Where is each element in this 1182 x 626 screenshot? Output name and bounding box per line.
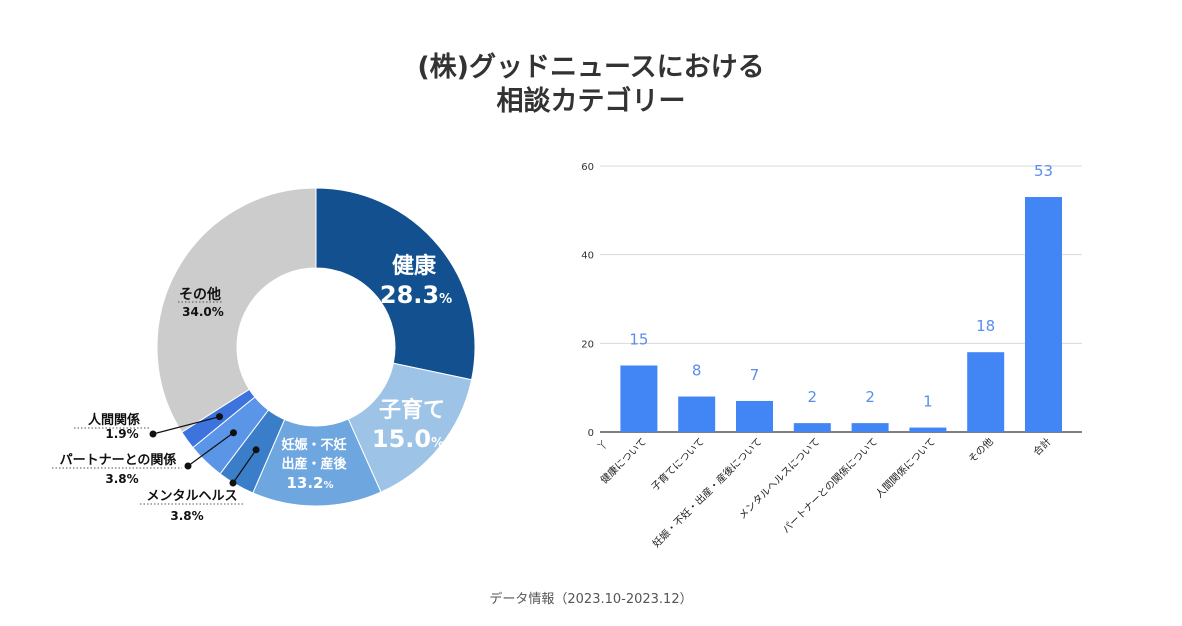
callout-dot-4	[184, 462, 192, 470]
donut-label-value-5: 1.9%	[105, 427, 138, 441]
donut-label-value-1: 15.0%	[372, 425, 444, 453]
donut-label-name-0: 健康	[392, 253, 437, 279]
donut-label-name-5: 人間関係	[88, 412, 140, 428]
donut-slice-0	[315, 187, 476, 381]
donut-label-name-3: メンタルヘルス	[146, 489, 237, 504]
bar-2	[736, 400, 773, 432]
chart-title-line-2: 相談カテゴリー	[496, 86, 686, 117]
callout-line-5	[152, 416, 220, 435]
donut-label-name-2b: 出産・産後	[281, 456, 347, 472]
bar-value-label-0: 15	[629, 331, 648, 349]
x-tick-label-1: 子育てについて	[648, 435, 706, 493]
data-period-note: データ情報（2023.10-2023.12）	[489, 592, 693, 607]
x-tick-label-6: その他	[965, 435, 995, 465]
callout-dot-5	[149, 430, 157, 438]
donut-label-name-6: その他	[179, 286, 221, 303]
donut-label-value-4: 3.8%	[105, 472, 138, 486]
x-tick-label-4: パートナーとの関係について	[780, 436, 880, 536]
bar-5	[909, 427, 947, 432]
donut-label-value-3: 3.8%	[170, 509, 203, 523]
bar-0	[620, 365, 658, 432]
bar-value-label-1: 8	[692, 362, 702, 380]
bar-7	[1025, 197, 1062, 432]
callout-line-4	[187, 432, 234, 467]
x-tick-label-7: 合計	[1030, 435, 1053, 458]
bar-1	[678, 396, 716, 432]
bar-4	[851, 423, 889, 432]
donut-label-name-1: 子育て	[379, 397, 445, 423]
bar-value-label-6: 18	[976, 317, 995, 335]
callout-line-3	[232, 449, 257, 484]
donut-label-name-2a: 妊娠・不妊	[281, 437, 346, 453]
bar-value-label-7: 53	[1034, 162, 1053, 180]
x-tick-label-2: 妊娠・不妊・出産・産後について	[650, 435, 765, 550]
x-tick-label-5: 人間関係について	[873, 436, 938, 501]
bar-3	[793, 423, 831, 432]
chart-title-line-1: (株)グッドニュースにおける	[417, 52, 765, 83]
bar-value-label-3: 2	[808, 388, 818, 406]
bar-value-label-4: 2	[865, 388, 875, 406]
y-tick-label-2: 40	[581, 251, 594, 262]
donut-label-value-2: 13.2%	[286, 474, 333, 492]
y-tick-label-3: 60	[581, 162, 594, 173]
bar-value-label-2: 7	[750, 366, 760, 384]
y-tick-label-1: 20	[581, 339, 594, 350]
bar-6	[967, 352, 1005, 432]
donut-slice-6	[156, 187, 317, 433]
x-axis-stray-label: 丫	[595, 438, 611, 454]
donut-label-name-4: パートナーとの関係	[60, 452, 177, 468]
callout-dot-3	[229, 479, 237, 487]
bar-value-label-5: 1	[923, 393, 933, 411]
donut-label-value-0: 28.3%	[380, 281, 452, 309]
donut-label-value-6: 34.0%	[182, 305, 224, 319]
y-tick-label-0: 0	[588, 428, 594, 439]
